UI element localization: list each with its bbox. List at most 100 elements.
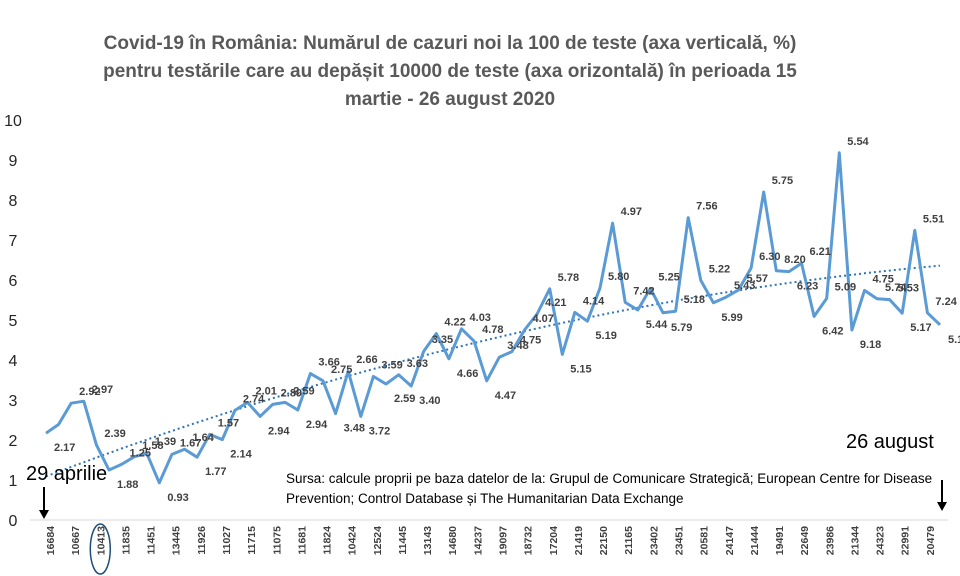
source-note: Sursa: calcule proprii pe baza datelor d… xyxy=(286,471,933,506)
chart-title-line-3: martie - 26 august 2020 xyxy=(344,89,556,110)
data-label: 5.51 xyxy=(923,213,944,225)
data-label: 4.66 xyxy=(457,368,478,380)
data-label: 1.58 xyxy=(142,440,163,452)
data-label: 6.42 xyxy=(822,325,843,337)
x-tick-label: 13445 xyxy=(171,526,183,555)
data-label: 2.17 xyxy=(54,442,75,454)
data-label: 5.25 xyxy=(658,271,679,283)
data-label: 3.66 xyxy=(318,357,339,369)
x-tick-label: 23986 xyxy=(824,526,836,555)
data-label: 7.56 xyxy=(696,201,717,213)
data-label: 4.75 xyxy=(872,273,893,285)
data-label: 3.48 xyxy=(344,423,365,435)
x-tick-label: 11451 xyxy=(146,526,158,555)
data-label: 4.07 xyxy=(532,313,553,325)
data-label: 2.94 xyxy=(306,419,328,431)
chart-title: Covid-19 în România: Numărul de cazuri n… xyxy=(60,30,840,114)
x-tick-label: 13143 xyxy=(422,526,434,555)
data-label: 4.14 xyxy=(583,295,605,307)
data-label: 3.35 xyxy=(432,334,453,346)
data-label: 2.66 xyxy=(356,354,377,366)
data-label: 3.48 xyxy=(507,340,528,352)
y-tick-label: 1 xyxy=(9,473,18,490)
data-label: 4.22 xyxy=(444,317,465,329)
x-tick-label: 12524 xyxy=(372,526,384,555)
y-tick-label: 6 xyxy=(9,273,18,290)
data-label: 8.20 xyxy=(784,254,805,266)
data-label: 4.97 xyxy=(621,206,642,218)
data-label: 9.18 xyxy=(860,339,881,351)
end-arrow xyxy=(937,480,947,511)
x-tick-label: 11926 xyxy=(196,526,208,555)
data-label: 5.22 xyxy=(709,263,730,275)
data-label: 4.21 xyxy=(545,297,566,309)
data-label: 2.14 xyxy=(230,449,252,461)
data-label: 4.75 xyxy=(520,335,541,347)
y-axis: 0 1 2 3 4 5 6 7 8 9 10 xyxy=(4,113,22,530)
y-tick-label: 5 xyxy=(9,313,18,330)
data-label: 5.43 xyxy=(734,280,755,292)
data-label: 2.01 xyxy=(255,385,276,397)
data-labels: 2.17 2.922.97 2.39 1.88 1.251.581.39 0.93 1.67… xyxy=(54,136,960,504)
x-tick-label: 11027 xyxy=(221,526,233,555)
data-label: 5.17 xyxy=(910,322,931,334)
x-tick-label: 20479 xyxy=(925,526,937,555)
data-label: 5.44 xyxy=(646,319,668,331)
data-label: 2.74 xyxy=(243,393,265,405)
data-label: 3.59 xyxy=(381,359,402,371)
data-label: 0.93 xyxy=(167,492,188,504)
data-label: 2.89 xyxy=(281,387,302,399)
data-label: 6.21 xyxy=(809,246,830,258)
x-tick-label: 21165 xyxy=(623,526,635,555)
x-tick-label: 23402 xyxy=(648,526,660,555)
chart-title-line-2: pentru testările care au depășit 10000 d… xyxy=(103,61,797,82)
data-label: 3.63 xyxy=(407,358,428,370)
data-label: 1.64 xyxy=(193,432,215,444)
data-label: 2.97 xyxy=(92,384,113,396)
data-label: 7.24 xyxy=(935,296,957,308)
data-label: 5.79 xyxy=(671,322,692,334)
data-label: 6.30 xyxy=(759,251,780,263)
data-label: 5.15 xyxy=(570,363,591,375)
data-label: 5.57 xyxy=(747,273,768,285)
y-tick-label: 4 xyxy=(9,353,18,370)
data-label: 5.19 xyxy=(595,330,616,342)
start-arrow xyxy=(39,487,49,519)
x-tick-label: 11824 xyxy=(322,526,334,555)
x-tick-label: 16684 xyxy=(45,526,57,555)
y-tick-label: 2 xyxy=(9,433,18,450)
data-label: 5.99 xyxy=(721,312,742,324)
x-tick-label: 21344 xyxy=(849,526,861,555)
x-tick-label: 10413 xyxy=(95,526,107,555)
x-tick-label: 19097 xyxy=(498,526,510,555)
x-tick-label: 22150 xyxy=(598,526,610,555)
data-label: 2.59 xyxy=(293,385,314,397)
x-tick-label: 18732 xyxy=(523,526,535,555)
x-tick-label: 11445 xyxy=(397,526,409,555)
y-tick-label: 10 xyxy=(4,113,22,130)
x-tick-label: 24147 xyxy=(724,526,736,555)
data-label: 5.78 xyxy=(558,272,579,284)
data-label: 5.54 xyxy=(847,136,869,148)
data-label: 1.57 xyxy=(218,417,239,429)
data-label: 2.39 xyxy=(104,428,125,440)
data-label: 2.75 xyxy=(331,364,352,376)
data-label: 5.18 xyxy=(948,334,960,346)
x-tick-label: 14237 xyxy=(472,526,484,555)
x-tick-label: 19491 xyxy=(774,526,786,555)
data-label: 2.59 xyxy=(394,393,415,405)
start-date-annotation: 29 aprilie xyxy=(26,463,107,485)
x-tick-label: 17204 xyxy=(548,526,560,555)
y-tick-label: 7 xyxy=(9,233,18,250)
chart-title-line-1: Covid-19 în România: Numărul de cazuri n… xyxy=(103,33,797,54)
series-line xyxy=(45,151,942,485)
y-tick-label: 9 xyxy=(9,153,18,170)
x-axis: 16684 10667 10413 11835 11451 13445 11926 11027… xyxy=(45,526,937,555)
x-tick-label: 22991 xyxy=(900,526,912,555)
data-label: 3.40 xyxy=(419,395,440,407)
highlight-ellipse xyxy=(89,523,112,575)
data-label: 5.80 xyxy=(608,271,629,283)
data-label: 7.42 xyxy=(633,285,654,297)
data-label: 5.74 xyxy=(885,282,907,294)
